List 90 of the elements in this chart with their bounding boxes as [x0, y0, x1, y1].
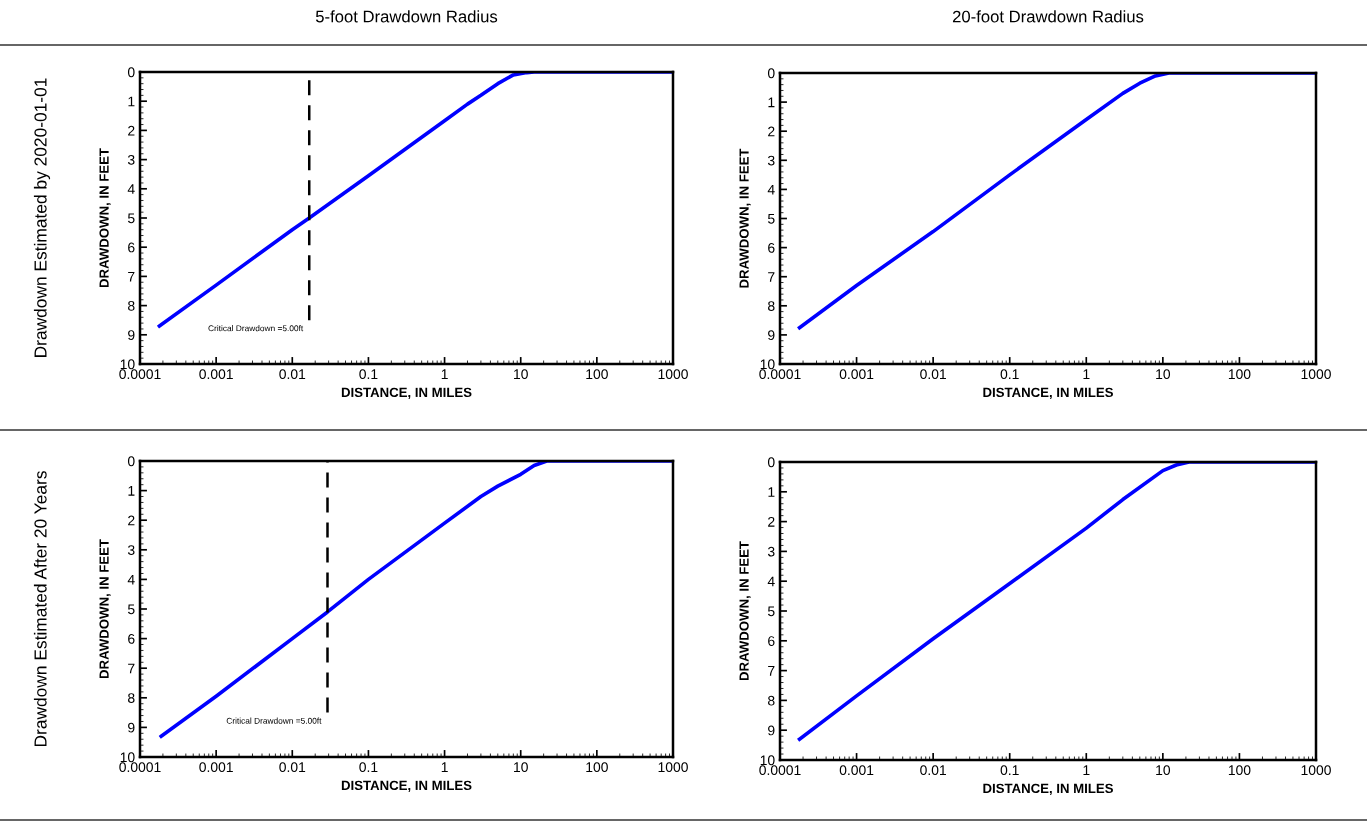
y-tick-label: 7 — [128, 271, 135, 282]
x-tick-label: 0.001 — [199, 762, 233, 773]
y-tick-label: 2 — [128, 515, 135, 526]
x-tick-label: 1000 — [658, 762, 688, 773]
x-tick-label: 0.0001 — [119, 369, 161, 380]
x-tick-label: 10 — [1156, 765, 1171, 776]
y-tick-label: 1 — [768, 487, 775, 497]
x-tick-label: 1000 — [1301, 765, 1331, 776]
y-tick-label: 8 — [768, 301, 775, 311]
y-tick-label: 2 — [128, 125, 135, 136]
x-axis-title: DISTANCE, IN MILES — [341, 387, 472, 399]
y-tick-label: 1 — [128, 96, 135, 107]
y-tick-label: 3 — [127, 154, 135, 165]
y-tick-label: 3 — [127, 545, 135, 555]
x-tick-label: 1 — [441, 369, 448, 379]
x-tick-label: 1 — [1083, 369, 1090, 379]
y-tick-label: 6 — [768, 242, 775, 253]
y-tick-label: 3 — [767, 155, 775, 166]
chart-title: 20-foot Drawdown Radius — [952, 10, 1144, 23]
y-tick-label: 0 — [767, 68, 775, 79]
x-tick-label: 100 — [1228, 765, 1251, 776]
x-tick-label: 1000 — [1301, 369, 1331, 380]
y-axis-title: DRAWDOWN, IN FEET — [739, 148, 751, 288]
y-axis-title: DRAWDOWN, IN FEET — [99, 539, 111, 679]
x-tick-label: 0.01 — [279, 369, 306, 380]
text: Drawdown Estimated After 20 Years — [33, 471, 47, 747]
x-tick-label: 0.001 — [839, 369, 874, 380]
y-tick-label: 0 — [767, 457, 775, 468]
y-axis-title: DRAWDOWN, IN FEET — [739, 541, 751, 681]
x-tick-label: 0.1 — [359, 369, 378, 380]
y-tick-label: 5 — [767, 606, 775, 617]
y-tick-label: 10 — [760, 359, 775, 370]
y-tick-label: 10 — [120, 752, 135, 763]
y-tick-label: 7 — [768, 666, 775, 676]
x-tick-label: 0.1 — [1000, 369, 1019, 380]
y-tick-label: 6 — [768, 636, 775, 646]
y-tick-label: 9 — [768, 725, 775, 736]
x-tick-label: 0.1 — [1000, 765, 1019, 776]
y-tick-label: 8 — [768, 695, 775, 706]
y-tick-label: 10 — [760, 755, 775, 766]
y-tick-label: 1 — [768, 97, 775, 108]
annotation: Critical Drawdown =5.00ft — [208, 325, 304, 332]
x-tick-label: 0.01 — [920, 369, 946, 380]
y-tick-label: 9 — [128, 330, 135, 340]
annotation: Critical Drawdown =5.00ft — [226, 717, 322, 724]
x-tick-label: 0.01 — [279, 762, 306, 773]
y-tick-label: 9 — [128, 722, 135, 733]
x-tick-label: 10 — [514, 369, 528, 380]
x-tick-label: 100 — [1228, 369, 1251, 380]
y-tick-label: 1 — [128, 486, 135, 496]
y-tick-label: 3 — [767, 546, 775, 557]
x-tick-label: 100 — [586, 369, 608, 380]
y-tick-label: 0 — [127, 456, 135, 467]
chart-title: 5-foot Drawdown Radius — [315, 10, 498, 23]
y-axis-title: DRAWDOWN, IN FEET — [99, 148, 111, 288]
y-tick-label: 0 — [127, 67, 135, 78]
x-tick-label: 100 — [586, 762, 608, 773]
x-tick-label: 1 — [441, 762, 448, 772]
x-tick-label: 0.001 — [199, 369, 233, 380]
y-tick-label: 8 — [128, 693, 135, 703]
y-tick-label: 6 — [128, 633, 135, 644]
y-tick-label: 5 — [127, 604, 135, 615]
y-tick-label: 2 — [768, 126, 775, 137]
x-axis-title: DISTANCE, IN MILES — [983, 387, 1113, 399]
y-tick-label: 7 — [768, 272, 775, 282]
y-tick-label: 4 — [767, 576, 775, 587]
x-axis-title: DISTANCE, IN MILES — [983, 783, 1113, 795]
y-tick-label: 9 — [768, 330, 775, 341]
x-tick-label: 0.01 — [920, 765, 946, 776]
y-tick-label: 10 — [120, 359, 135, 370]
y-tick-label: 8 — [128, 300, 135, 311]
x-tick-label: 1000 — [658, 369, 688, 380]
x-tick-label: 0.001 — [839, 765, 874, 776]
y-tick-label: 5 — [767, 213, 775, 224]
y-tick-label: 4 — [127, 574, 135, 585]
x-tick-label: 0.0001 — [119, 762, 161, 773]
y-tick-label: 7 — [128, 663, 135, 674]
x-tick-label: 10 — [514, 762, 528, 773]
x-tick-label: 0.1 — [359, 762, 378, 773]
y-tick-label: 5 — [127, 213, 135, 224]
x-tick-label: 0.0001 — [759, 765, 801, 776]
y-tick-label: 2 — [768, 516, 775, 527]
x-tick-label: 1 — [1083, 765, 1090, 775]
x-axis-title: DISTANCE, IN MILES — [341, 780, 472, 792]
x-tick-label: 10 — [1156, 369, 1171, 380]
text: Drawdown Estimated by 2020-01-01 — [33, 78, 51, 357]
y-tick-label: 6 — [128, 242, 135, 253]
x-tick-label: 0.0001 — [759, 369, 801, 380]
y-tick-label: 4 — [767, 184, 775, 195]
y-tick-label: 4 — [127, 184, 135, 194]
